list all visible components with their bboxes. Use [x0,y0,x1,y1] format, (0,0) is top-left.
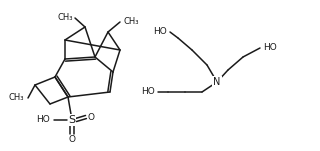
Text: HO: HO [153,27,167,37]
Text: S: S [68,115,76,125]
Text: CH₃: CH₃ [58,13,73,21]
Text: CH₃: CH₃ [9,93,24,103]
Text: N: N [213,77,221,87]
Text: HO: HO [141,87,155,96]
Text: O: O [87,112,94,122]
Text: O: O [68,135,76,143]
Text: HO: HO [36,116,50,125]
Text: CH₃: CH₃ [124,18,140,26]
Text: HO: HO [263,43,277,53]
